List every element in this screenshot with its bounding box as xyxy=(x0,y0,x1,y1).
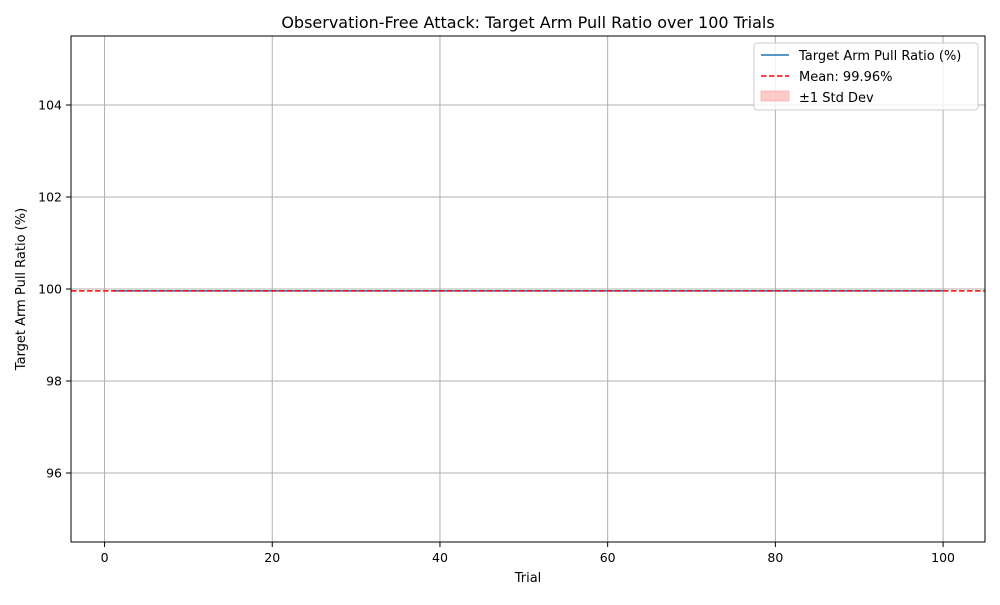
chart-title: Observation-Free Attack: Target Arm Pull… xyxy=(281,13,774,32)
legend-mean-label: Mean: 99.96% xyxy=(799,70,893,85)
x-tick-label: 100 xyxy=(931,550,955,565)
legend-std-swatch xyxy=(760,90,790,102)
x-tick-label: 0 xyxy=(101,550,109,565)
x-axis-label: Trial xyxy=(514,571,542,586)
legend-std-label: ±1 Std Dev xyxy=(799,91,874,106)
y-tick-label: 100 xyxy=(38,282,62,297)
x-tick-label: 20 xyxy=(264,550,280,565)
y-tick-label: 104 xyxy=(38,98,62,113)
y-tick-label: 102 xyxy=(38,190,62,205)
y-axis-label: Target Arm Pull Ratio (%) xyxy=(14,208,29,371)
axis-ticks: 0 20 40 60 80 100 96 98 100 102 104 xyxy=(38,98,955,566)
x-tick-label: 40 xyxy=(432,550,448,565)
legend-series-label: Target Arm Pull Ratio (%) xyxy=(798,49,961,64)
legend-box xyxy=(753,42,979,111)
x-tick-label: 80 xyxy=(767,550,783,565)
legend: Target Arm Pull Ratio (%) Mean: 99.96% ±… xyxy=(753,42,979,111)
y-tick-label: 96 xyxy=(46,466,62,481)
x-tick-label: 60 xyxy=(600,550,616,565)
y-tick-label: 98 xyxy=(46,374,62,389)
